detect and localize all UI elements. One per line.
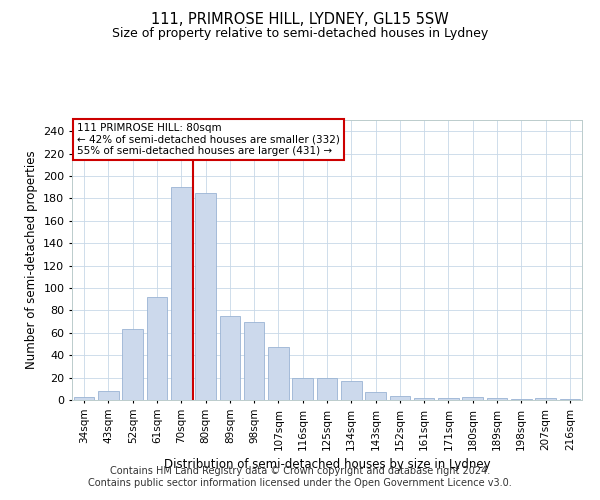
Bar	[171, 187, 191, 400]
Bar	[74, 396, 94, 400]
Text: Size of property relative to semi-detached houses in Lydney: Size of property relative to semi-detach…	[112, 28, 488, 40]
Text: 111 PRIMROSE HILL: 80sqm
← 42% of semi-detached houses are smaller (332)
55% of : 111 PRIMROSE HILL: 80sqm ← 42% of semi-d…	[77, 123, 340, 156]
Bar	[438, 398, 459, 400]
Bar	[122, 330, 143, 400]
Text: 111, PRIMROSE HILL, LYDNEY, GL15 5SW: 111, PRIMROSE HILL, LYDNEY, GL15 5SW	[151, 12, 449, 28]
Bar	[487, 398, 508, 400]
Bar	[341, 381, 362, 400]
Bar	[511, 399, 532, 400]
Bar	[463, 396, 483, 400]
Bar	[365, 392, 386, 400]
Bar	[195, 193, 216, 400]
Y-axis label: Number of semi-detached properties: Number of semi-detached properties	[25, 150, 38, 370]
Bar	[389, 396, 410, 400]
Text: Contains HM Land Registry data © Crown copyright and database right 2024.
Contai: Contains HM Land Registry data © Crown c…	[88, 466, 512, 487]
Bar	[146, 297, 167, 400]
Bar	[292, 378, 313, 400]
Bar	[414, 398, 434, 400]
Bar	[268, 348, 289, 400]
Bar	[560, 399, 580, 400]
Bar	[317, 378, 337, 400]
Bar	[244, 322, 265, 400]
Bar	[98, 391, 119, 400]
Bar	[220, 316, 240, 400]
X-axis label: Distribution of semi-detached houses by size in Lydney: Distribution of semi-detached houses by …	[164, 458, 490, 471]
Bar	[535, 398, 556, 400]
